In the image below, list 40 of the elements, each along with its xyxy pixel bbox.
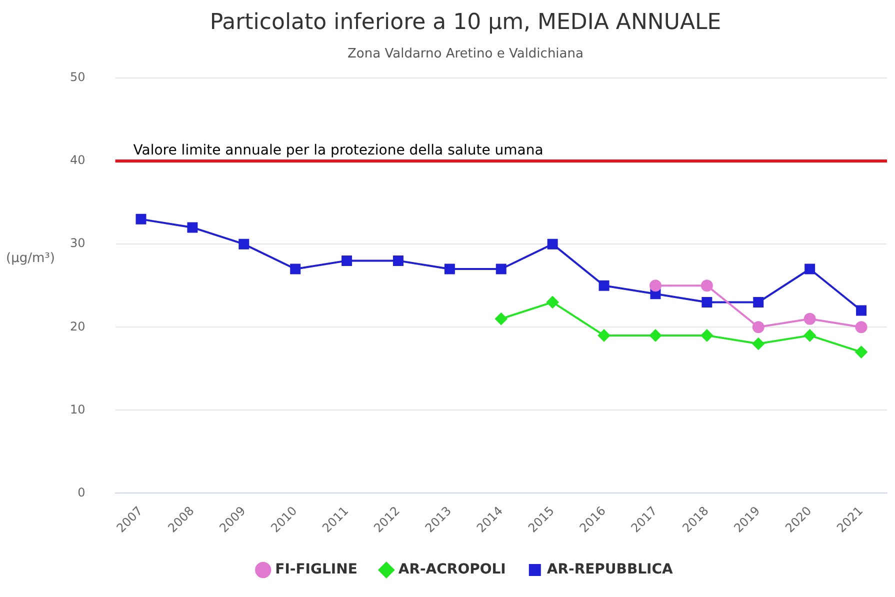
point [752,338,764,350]
y-axis-title: (µg/m³) [6,250,55,266]
y-tick-label: 20 [70,319,86,334]
point [856,305,867,316]
chart-subtitle: Zona Valdarno Aretino e Valdichiana [348,46,584,62]
point [804,312,816,325]
point [598,329,610,342]
point [392,255,404,266]
legend-label: FI-FIGLINE [275,562,358,578]
point [649,280,662,292]
point [804,329,816,342]
y-tick-label: 10 [70,402,86,416]
point [804,264,816,274]
point [700,280,713,292]
point [598,280,610,291]
y-tick-label: 30 [70,236,86,250]
point [136,214,146,224]
point [342,255,352,266]
y-tick-label: 50 [70,70,86,84]
point [546,296,559,308]
point [753,296,764,308]
ref-line-label: Valore limite annuale per la protezione della salute umana [133,142,544,159]
point [752,321,764,334]
point [855,346,868,358]
chart-title: Particolato inferiore a 10 µm, MEDIA ANNUALE [210,10,722,35]
y-tick-label: 40 [70,153,86,168]
point [700,329,713,342]
point [187,222,198,233]
point [547,238,558,250]
point [238,238,250,250]
legend-label: AR-REPUBBLICA [546,562,674,578]
point [855,321,868,334]
point [495,312,508,325]
point [702,296,712,308]
point [496,264,506,274]
point [444,264,455,274]
point [649,329,662,342]
y-tick-label: 0 [78,485,86,500]
legend-label: AR-ACROPOLI [398,562,506,578]
point [290,264,301,274]
